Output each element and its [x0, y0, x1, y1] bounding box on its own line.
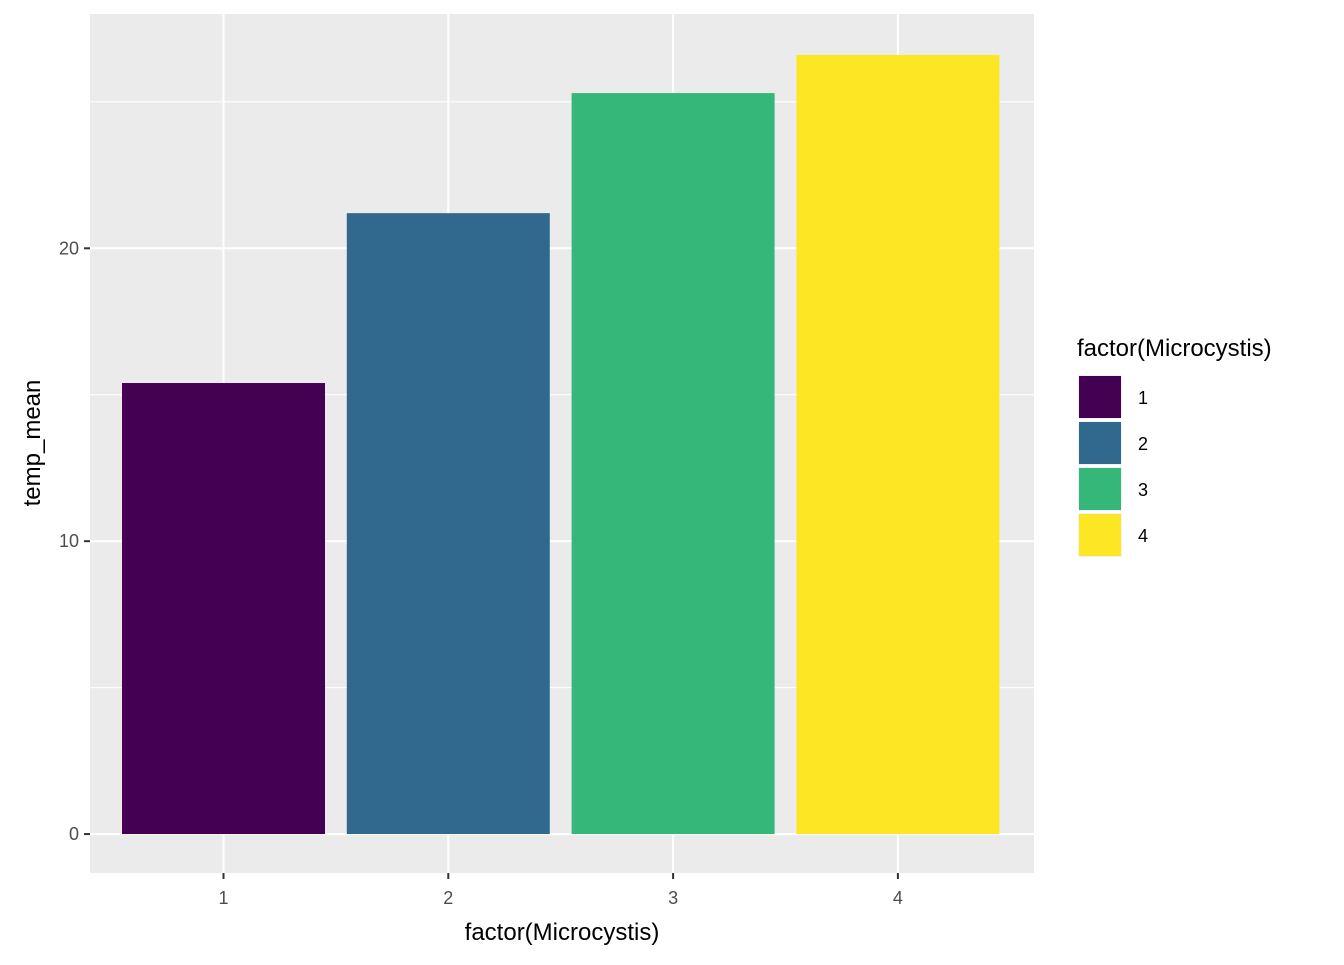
- legend-key-3: [1079, 468, 1121, 510]
- bar-3: [571, 93, 775, 835]
- bar-4: [796, 55, 1000, 835]
- legend-label-1: 1: [1138, 388, 1148, 408]
- legend-label-4: 4: [1138, 526, 1148, 546]
- legend: factor(Microcystis) 1 2 3 4: [1077, 335, 1272, 557]
- y-tick-label: 0: [69, 824, 79, 844]
- legend-items: 1 2 3 4: [1078, 375, 1148, 557]
- y-tick-label: 20: [59, 238, 79, 258]
- legend-key-1: [1079, 376, 1121, 418]
- legend-label-3: 3: [1138, 480, 1148, 500]
- bars: [122, 55, 1000, 835]
- x-tick-label: 1: [218, 888, 228, 908]
- x-tick-label: 4: [893, 888, 903, 908]
- legend-key-4: [1079, 514, 1121, 556]
- legend-title: factor(Microcystis): [1077, 335, 1272, 362]
- legend-label-2: 2: [1138, 434, 1148, 454]
- x-tick-label: 2: [443, 888, 453, 908]
- x-tick-label: 3: [668, 888, 678, 908]
- y-axis-title: temp_mean: [19, 380, 46, 507]
- bar-2: [346, 213, 550, 835]
- bar-1: [122, 383, 325, 835]
- legend-key-2: [1079, 422, 1121, 464]
- x-axis-ticks: 1 2 3 4: [218, 873, 903, 908]
- x-axis-title: factor(Microcystis): [465, 919, 660, 946]
- y-axis-ticks: 0 10 20: [59, 238, 90, 844]
- y-tick-label: 10: [59, 531, 79, 551]
